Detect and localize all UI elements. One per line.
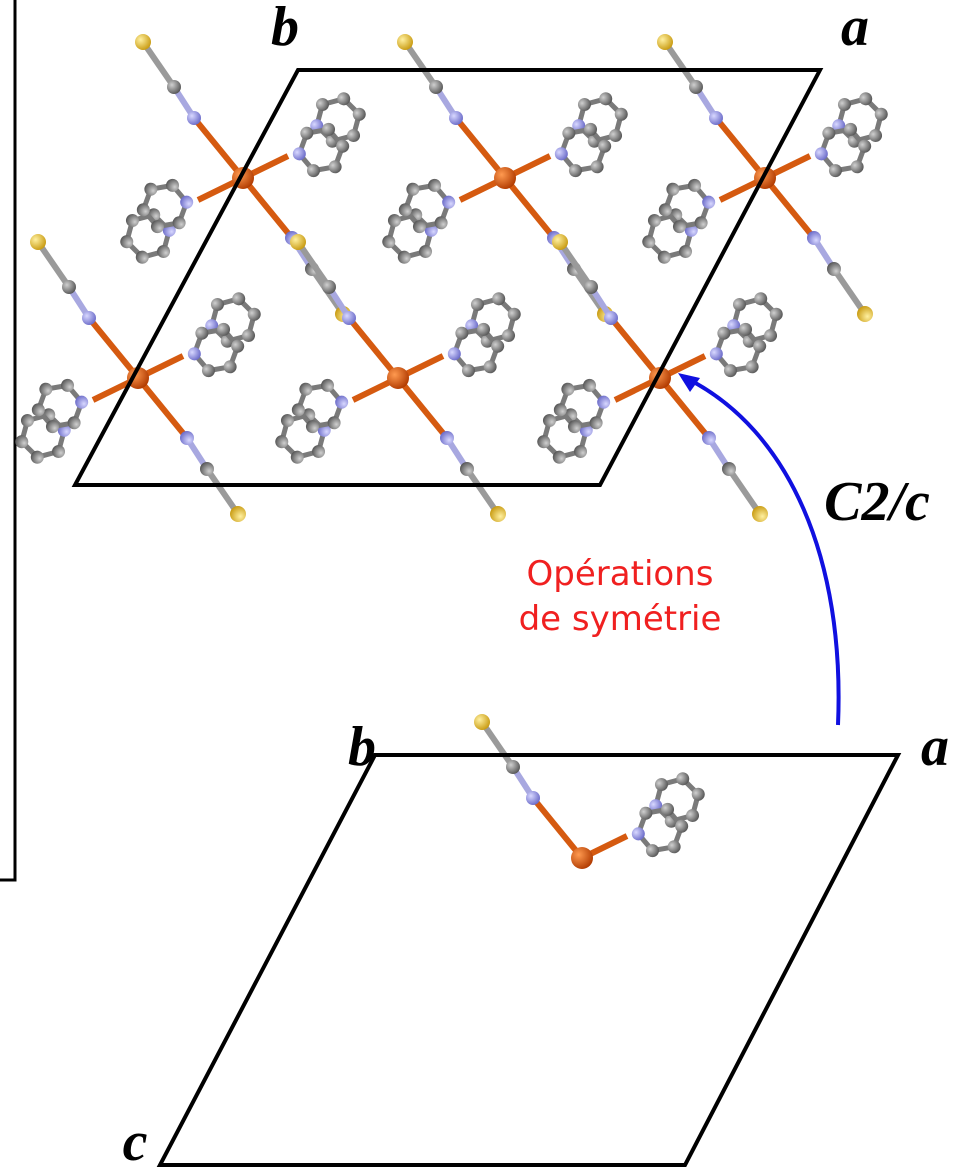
axis-label: b: [271, 0, 299, 58]
annotation-line: Opérations: [527, 554, 714, 594]
crystal-diagram: b a C2/c Opérations de symétrie b a c: [0, 0, 967, 1170]
arrow-head: [678, 373, 700, 392]
frame-edge: [0, 0, 15, 880]
axis-label: a: [921, 716, 949, 778]
axis-label: b: [348, 716, 376, 778]
unit-cell-bottom: [160, 755, 898, 1165]
axis-label: a: [841, 0, 869, 58]
annotation-line: de symétrie: [519, 599, 722, 639]
packed-molecules: [9, 34, 894, 522]
unit-cell-top: [75, 70, 820, 485]
asymmetric-unit: [474, 714, 711, 869]
arrow: [686, 378, 839, 725]
space-group: C2/c: [824, 471, 930, 533]
axis-label: c: [123, 1111, 148, 1170]
